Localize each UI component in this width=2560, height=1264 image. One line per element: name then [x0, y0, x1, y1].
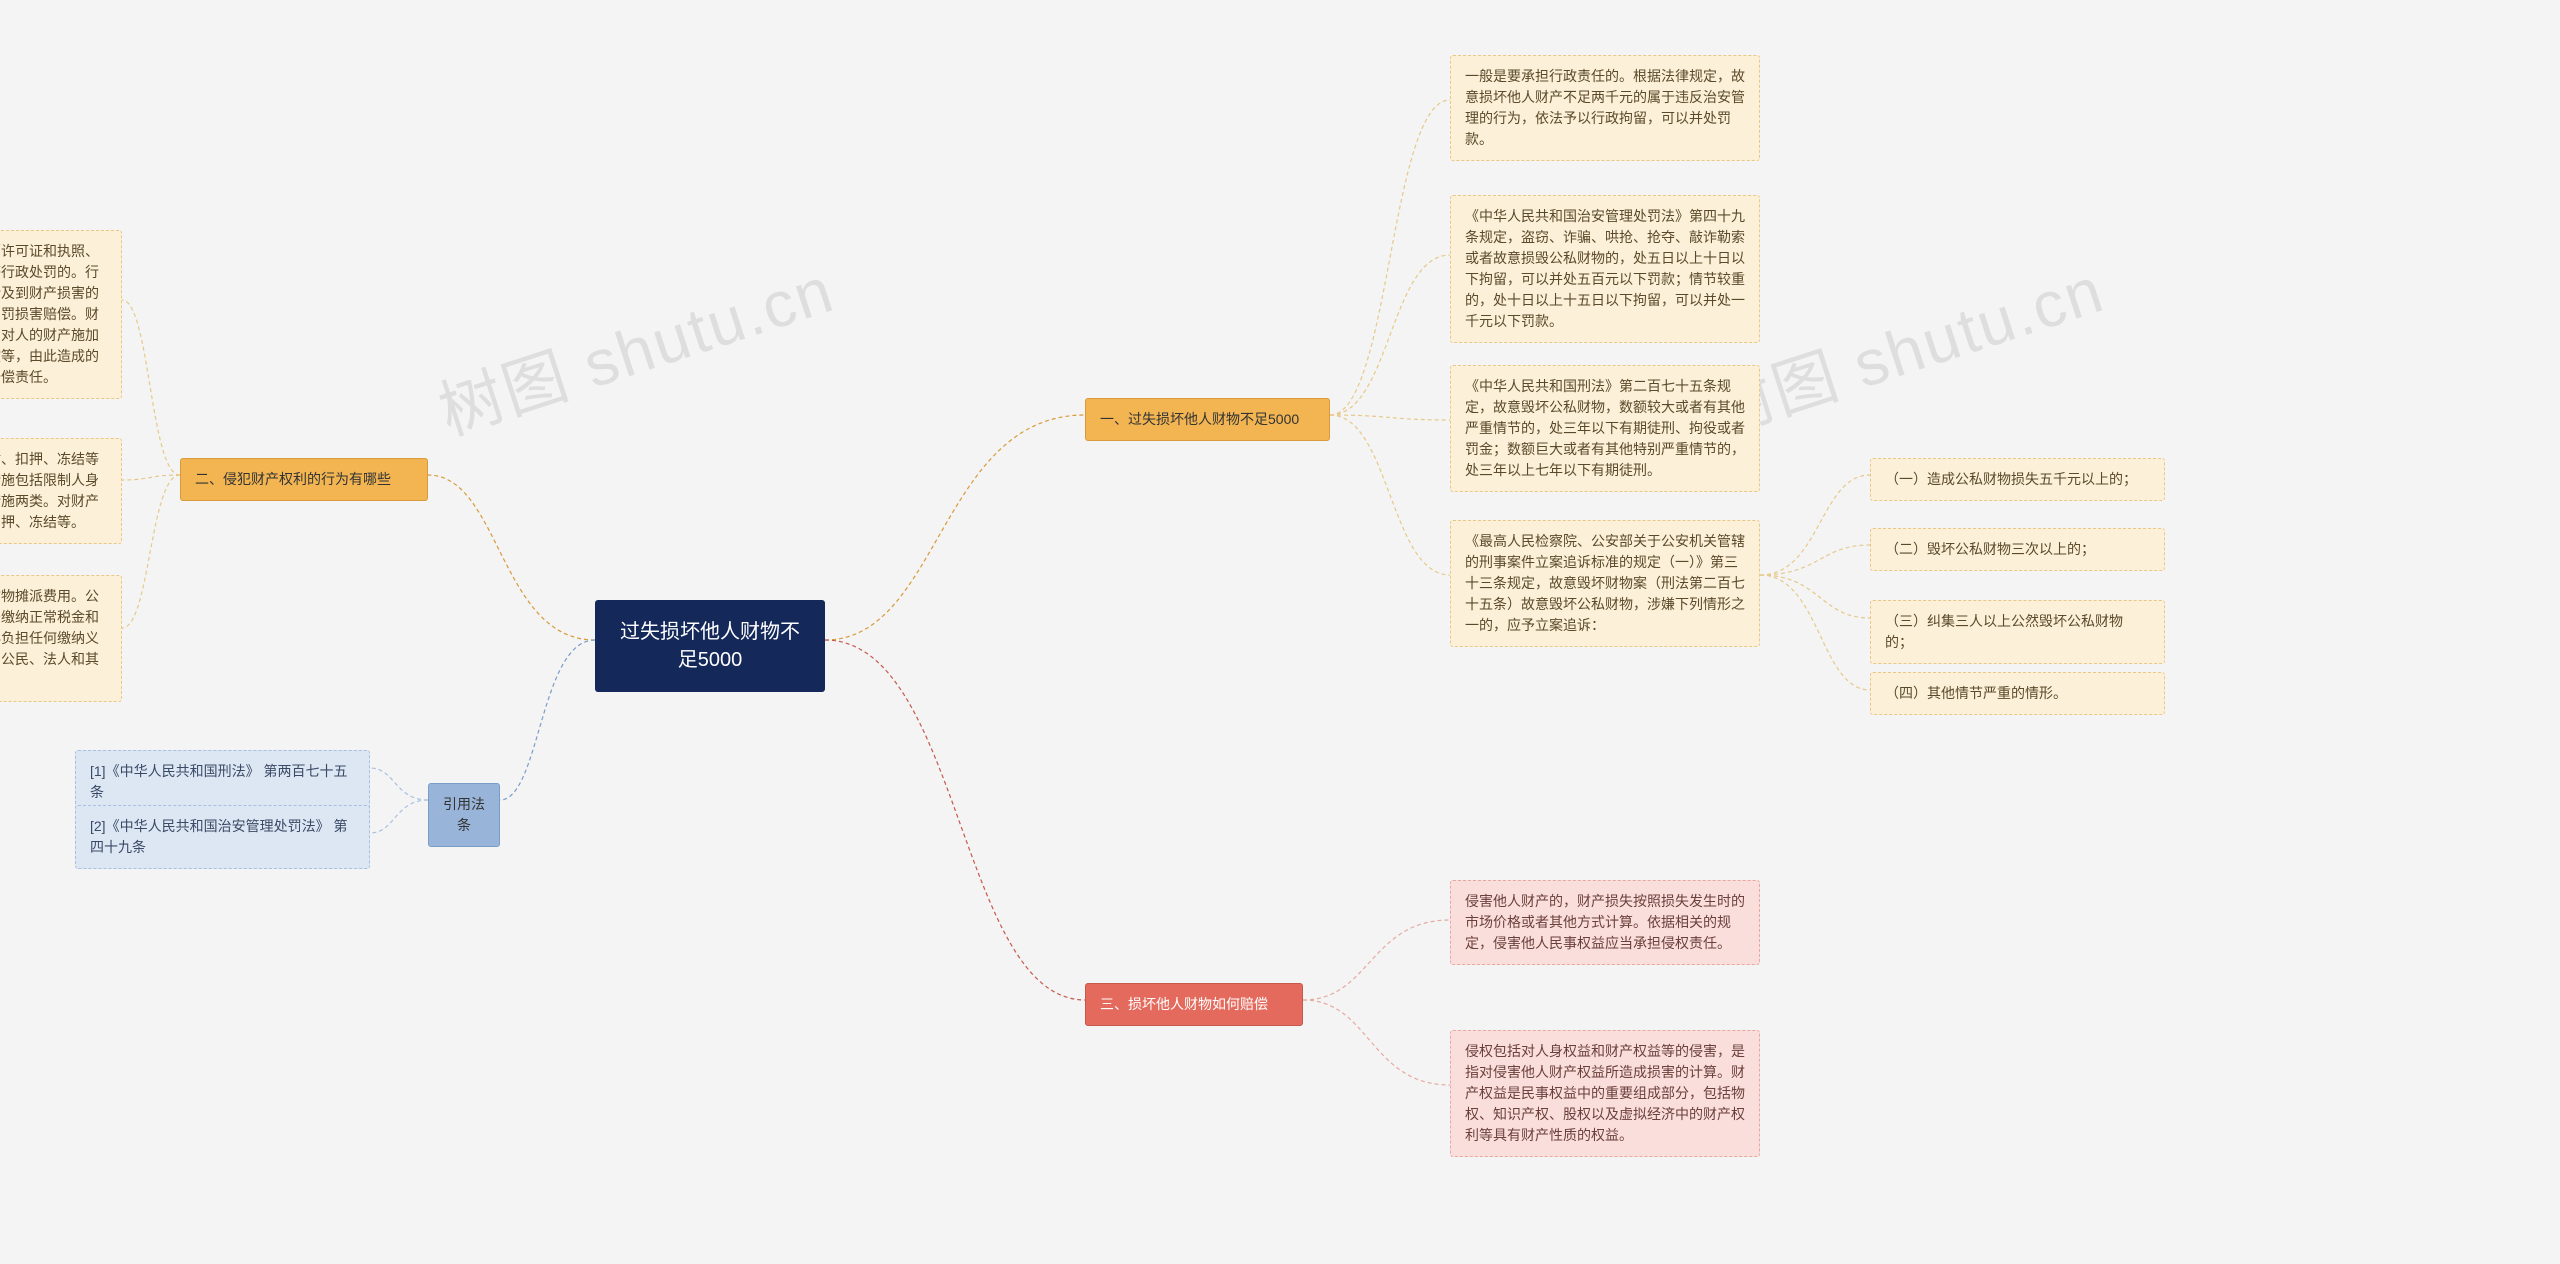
section2-item-1: （一）违法实施罚款、吊销许可证和执照、责令停产停业、没收财物等行政处罚的。行政机… — [0, 230, 122, 399]
section3-item-2: 侵权包括对人身权益和财产权益等的侵害，是指对侵害他人财产权益所造成损害的计算。财… — [1450, 1030, 1760, 1157]
reference-item-2: [2]《中华人民共和国治安管理处罚法》 第四十九条 — [75, 805, 370, 869]
section1-item-4-sub-1: （一）造成公私财物损失五千元以上的； — [1870, 458, 2165, 501]
section1-item-4-sub-2: （二）毁坏公私财物三次以上的； — [1870, 528, 2165, 571]
section2-item-2: （二）违法对财产采取查封、扣押、冻结等行政强制措施。行政强制措施包括限制人身自由… — [0, 438, 122, 544]
watermark-1: 树图 shutu.cn — [426, 239, 844, 453]
section1-item-1: 一般是要承担行政责任的。根据法律规定，故意损坏他人财产不足两千元的属于违反治安管… — [1450, 55, 1760, 161]
branch-section-2[interactable]: 二、侵犯财产权利的行为有哪些 — [180, 458, 428, 501]
root-node: 过失损坏他人财物不足5000 — [595, 600, 825, 692]
branch-section-1[interactable]: 一、过失损坏他人财物不足5000 — [1085, 398, 1330, 441]
section1-item-4-sub-4: （四）其他情节严重的情形。 — [1870, 672, 2165, 715]
connector-layer — [0, 0, 2560, 1264]
branch-section-3[interactable]: 三、损坏他人财物如何赔偿 — [1085, 983, 1303, 1026]
section1-item-3: 《中华人民共和国刑法》第二百七十五条规定，故意毁坏公私财物，数额较大或者有其他严… — [1450, 365, 1760, 492]
section1-item-2: 《中华人民共和国治安管理处罚法》第四十九条规定，盗窃、诈骗、哄抢、抢夺、敲诈勒索… — [1450, 195, 1760, 343]
section3-item-1: 侵害他人财产的，财产损失按照损失发生时的市场价格或者其他方式计算。依据相关的规定… — [1450, 880, 1760, 965]
section2-item-3: （三）违反国家规定征收财物摊派费用。公民、法人或其他组织除依法缴纳正常税金和履行… — [0, 575, 122, 702]
section1-item-4: 《最高人民检察院、公安部关于公安机关管辖的刑事案件立案追诉标准的规定（一）》第三… — [1450, 520, 1760, 647]
branch-references[interactable]: 引用法条 — [428, 783, 500, 847]
section1-item-4-sub-3: （三）纠集三人以上公然毁坏公私财物的； — [1870, 600, 2165, 664]
